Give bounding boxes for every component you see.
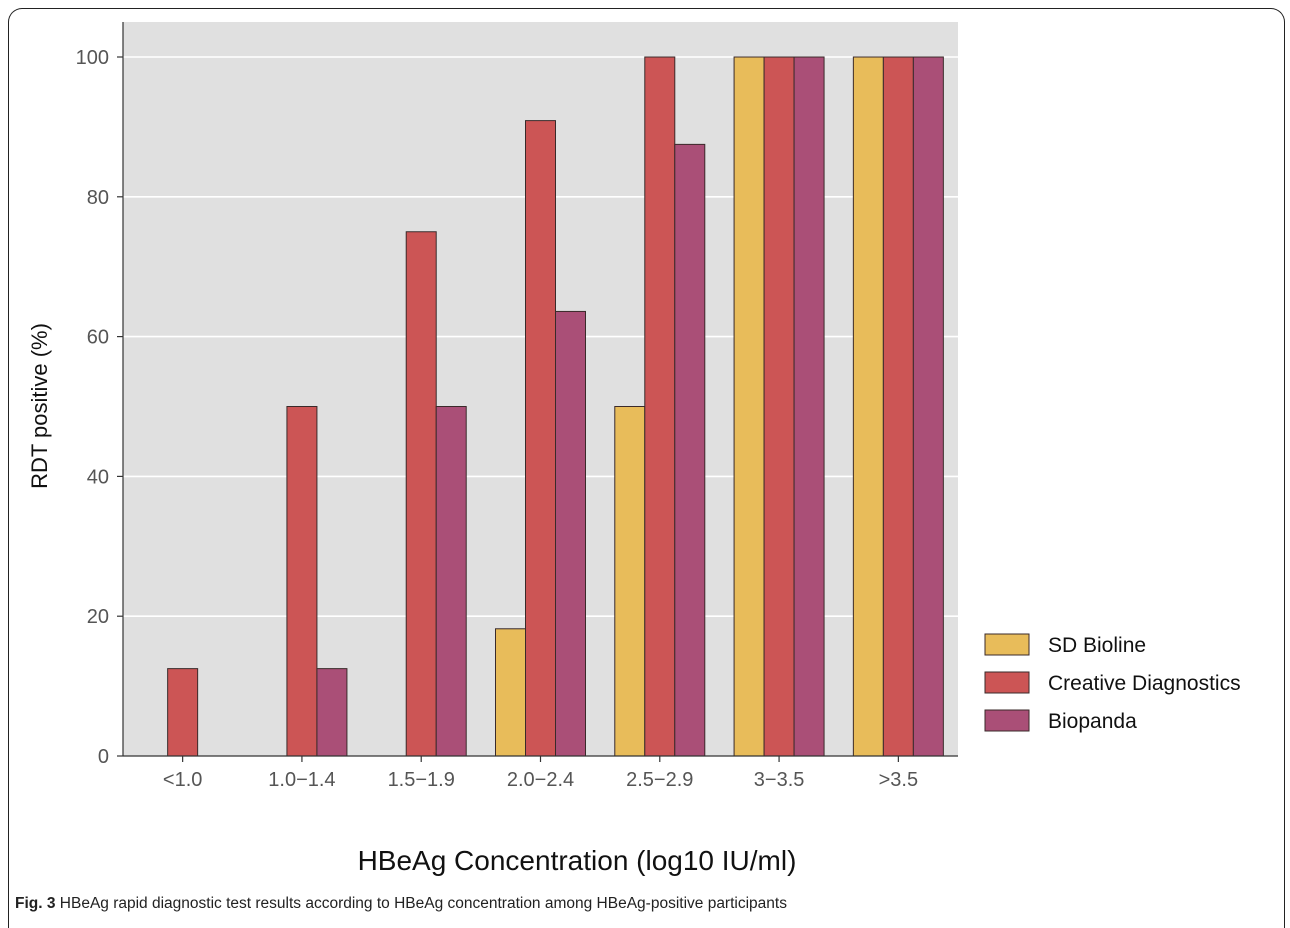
caption-text: HBeAg rapid diagnostic test results acco… bbox=[55, 895, 787, 912]
legend-swatch-1 bbox=[984, 633, 1030, 656]
bar-2-3 bbox=[405, 231, 437, 757]
bar-1-6 bbox=[733, 56, 765, 757]
bar-2-2 bbox=[286, 406, 318, 757]
legend-label-2: Creative Diagnostics bbox=[1048, 672, 1241, 695]
x-tick-label-7: >3.5 bbox=[879, 769, 918, 791]
x-tick-label-1: <1.0 bbox=[163, 769, 202, 791]
x-tick-labels: <1.0 1.0−1.4 1.5−1.9 2.0−2.4 2.5−2.9 3−3.5 >3.… bbox=[163, 756, 918, 791]
caption-label: Fig. 3 bbox=[15, 895, 56, 912]
x-tick-label-4: 2.0−2.4 bbox=[507, 769, 574, 791]
y-tick-label-60: 60 bbox=[87, 327, 109, 349]
legend-swatch-3 bbox=[984, 709, 1030, 732]
x-tick-label-3: 1.5−1.9 bbox=[388, 769, 455, 791]
legend: SD Bioline Creative Diagnostics Biopanda bbox=[984, 633, 1241, 733]
y-tick-label-40: 40 bbox=[87, 466, 109, 488]
bar-chart: 0 20 40 60 80 100 <1.0 1.0−1.4 1.5−1.9 2.0−2.4 2.… bbox=[27, 22, 1241, 876]
bar-1-5 bbox=[614, 406, 646, 757]
x-axis-title: HBeAg Concentration (log10 IU/ml) bbox=[358, 845, 797, 876]
legend-label-1: SD Bioline bbox=[1048, 634, 1146, 657]
x-tick-label-2: 1.0−1.4 bbox=[268, 769, 335, 791]
bar-3-4 bbox=[555, 310, 586, 757]
bar-3-2 bbox=[316, 668, 348, 757]
x-tick-label-5: 2.5−2.9 bbox=[626, 769, 693, 791]
bars bbox=[167, 56, 944, 757]
bar-3-7 bbox=[912, 56, 944, 757]
y-tick-labels: 0 20 40 60 80 100 bbox=[76, 47, 123, 768]
x-tick-label-6: 3−3.5 bbox=[754, 769, 805, 791]
y-tick-label-80: 80 bbox=[87, 187, 109, 209]
bar-1-4 bbox=[495, 628, 526, 757]
legend-label-3: Biopanda bbox=[1048, 710, 1137, 733]
bar-3-3 bbox=[435, 406, 467, 757]
bar-2-7 bbox=[882, 56, 914, 757]
y-axis-title: RDT positive (%) bbox=[27, 323, 52, 489]
legend-swatch-2 bbox=[984, 671, 1030, 694]
y-tick-label-20: 20 bbox=[87, 606, 109, 628]
bar-2-5 bbox=[644, 56, 676, 757]
bar-3-6 bbox=[793, 56, 825, 757]
y-tick-label-100: 100 bbox=[76, 47, 109, 69]
figure-frame bbox=[8, 8, 1285, 928]
figure-caption: Fig. 3 HBeAg rapid diagnostic test resul… bbox=[15, 895, 787, 913]
bar-2-6 bbox=[763, 56, 795, 757]
y-tick-label-0: 0 bbox=[98, 746, 109, 768]
bar-1-7 bbox=[852, 56, 884, 757]
bar-2-4 bbox=[525, 120, 556, 757]
bar-3-5 bbox=[674, 143, 706, 757]
bar-2-1 bbox=[167, 668, 199, 757]
